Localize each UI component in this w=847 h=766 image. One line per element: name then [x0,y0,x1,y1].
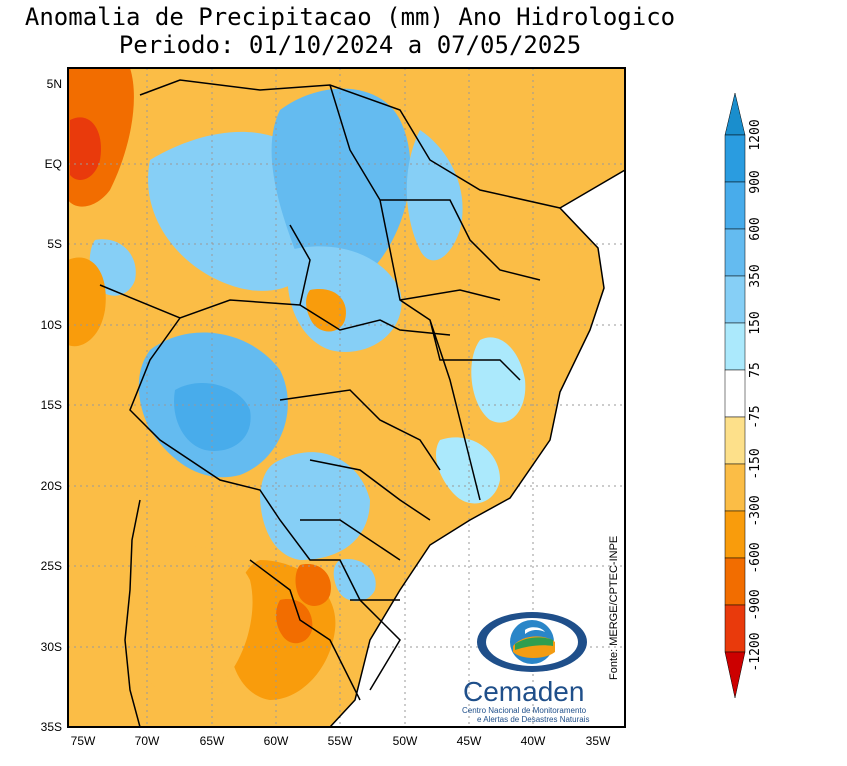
precipitation-map: 5N EQ 5S 10S 15S 20S 25S 30S 35S 75W 70W… [41,67,626,748]
lat-tick: 25S [41,559,62,573]
colorbar-top-arrow [724,92,746,136]
lon-tick: 40W [521,734,546,748]
colorbar-segment [724,604,746,653]
lon-tick: 75W [71,734,96,748]
lat-tick: 35S [41,720,62,734]
logo-subtitle-1: Centro Nacional de Monitoramento [462,706,587,715]
lat-tick: 20S [41,479,62,493]
colorbar-label: -900 [748,589,763,620]
colorbar-segment [724,510,746,559]
colorbar-label: -1200 [748,632,763,671]
lon-tick: 70W [135,734,160,748]
colorbar-labels: 1200 900 600 350 150 75 -75 -150 -300 -600 -900 -12… [748,119,763,671]
lat-tick: 10S [41,318,62,332]
colorbar-label: -150 [748,448,763,479]
coastline-east [329,169,625,727]
negative-anomaly-pr [295,564,331,606]
eye-icon [477,612,587,672]
lon-tick: 50W [393,734,418,748]
lon-tick: 35W [586,734,611,748]
colorbar-segment [724,557,746,606]
lon-tick: 60W [264,734,289,748]
colorbar-segment [724,322,746,371]
logo-subtitle-2: e Alertas de Desastres Naturais [477,715,590,724]
negative-anomaly-south-wide [131,546,253,702]
colorbar: 1200 900 600 350 150 75 -75 -150 -300 -600 -900 -12… [724,92,763,699]
lat-axis: 5N EQ 5S 10S 15S 20S 25S 30S 35S [41,77,62,734]
colorbar-label: -75 [748,405,763,428]
colorbar-segment [724,134,746,183]
lon-tick: 55W [328,734,353,748]
positive-anomaly-north [271,88,411,286]
lat-tick: EQ [45,157,62,171]
negative-anomaly-rs-core [276,599,313,644]
cemaden-logo: Cemaden Centro Nacional de Monitoramento… [455,604,610,724]
colorbar-segment [724,416,746,465]
colorbar-segment [724,463,746,512]
colorbar-label: -300 [748,495,763,526]
lon-axis: 75W 70W 65W 60W 55W 50W 45W 40W 35W [71,734,611,748]
colorbar-bottom-arrow [724,651,746,699]
colorbar-label: 900 [748,170,763,193]
south-border [249,559,361,701]
state-borders [279,84,541,601]
lon-tick: 65W [200,734,225,748]
colorbar-segment [724,181,746,230]
lat-tick: 5N [47,77,62,91]
map-area [68,68,625,727]
colorbar-label: -600 [748,542,763,573]
lat-tick: 15S [41,398,62,412]
gridlines [68,68,625,727]
colorbar-label: 150 [748,311,763,334]
borders [99,79,625,727]
colorbar-boxes [724,92,746,699]
map-title: Anomalia de Precipitacao (mm) Ano Hidrol… [24,3,676,31]
negative-anomaly-west [68,257,106,347]
positive-anomaly-east [406,130,463,261]
map-period: Periodo: 01/10/2024 a 07/05/2025 [118,31,582,59]
coastline-pacific [124,499,141,727]
colorbar-label: 1200 [748,119,763,150]
map-frame [67,67,626,728]
source-credit: Fonte: MERGE/CPTEC-INPE [608,515,622,680]
positive-anomaly-bahia [435,437,500,504]
positive-anomaly-coast [471,337,526,423]
colorbar-segment [724,369,746,418]
negative-anomaly-goias [306,289,346,332]
colorbar-label: 75 [748,362,763,378]
logo-name: Cemaden [463,676,585,707]
brazil-border [99,79,561,691]
lat-tick: 30S [41,640,62,654]
colorbar-segment [724,228,746,277]
colorbar-segment [724,275,746,324]
colorbar-label: 350 [748,264,763,287]
positive-anomaly-southeast [260,452,370,560]
lon-tick: 45W [457,734,482,748]
lat-tick: 5S [47,237,62,251]
colorbar-label: 600 [748,217,763,240]
